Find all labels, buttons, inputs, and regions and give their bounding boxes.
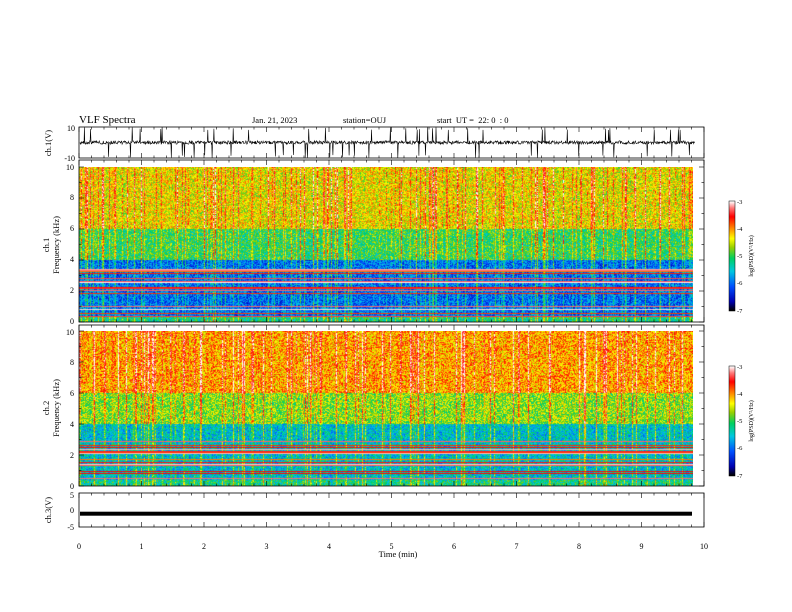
ch3-ytick-top: 5 bbox=[70, 491, 74, 500]
time-tick-label: 2 bbox=[202, 542, 206, 551]
ch1-spectrogram-image bbox=[79, 167, 693, 322]
time-tick-label: 6 bbox=[452, 542, 456, 551]
spec1-ytick-6: 6 bbox=[70, 224, 74, 233]
ch1-ytick-bottom: -10 bbox=[64, 154, 75, 163]
ch1-spectrogram-ticks bbox=[78, 160, 705, 323]
header-start-time: start UT = 22: 0 : 0 bbox=[437, 115, 508, 125]
spec2-ylabel-frequency: Frequency (kHz) bbox=[51, 379, 61, 437]
spec2-ytick-6: 6 bbox=[70, 389, 74, 398]
spec1-ytick-0: 0 bbox=[70, 317, 74, 326]
spec2-ytick-2: 2 bbox=[70, 451, 74, 460]
cb1-tick-m4: -4 bbox=[737, 226, 743, 233]
cb1-label: log(PSD)(V²/Hz) bbox=[748, 235, 755, 276]
time-tick-label: 0 bbox=[77, 542, 81, 551]
spec2-ylabel-channel: ch.2 bbox=[41, 401, 51, 415]
cb1-tick-m5: -5 bbox=[737, 253, 742, 260]
cb1-tick-m7: -7 bbox=[737, 308, 743, 315]
header-station: station=OUJ bbox=[343, 115, 387, 125]
spec1-ytick-8: 8 bbox=[70, 193, 74, 202]
time-axis-label: Time (min) bbox=[379, 549, 418, 559]
ch1-ylabel: ch.1(V) bbox=[43, 130, 53, 156]
spec2-ytick-4: 4 bbox=[70, 420, 74, 429]
ch3-time-ticks bbox=[78, 493, 705, 527]
cb1-tick-m6: -6 bbox=[737, 280, 743, 287]
time-tick-label: 4 bbox=[327, 542, 331, 551]
time-tick-label: 9 bbox=[640, 542, 644, 551]
time-axis-tick-labels: 0 1 2 3 4 5 6 7 8 9 10 bbox=[77, 542, 708, 551]
ch1-time-ticks bbox=[78, 127, 705, 158]
ch3-waveform-panel: 5 0 -5 ch.3(V) 0 1 2 3 4 5 6 7 8 9 10 Time (min) bbox=[43, 491, 708, 559]
time-tick-label: 5 bbox=[390, 542, 394, 551]
ch1-waveform-line bbox=[79, 126, 695, 159]
spec2-ytick-10: 10 bbox=[66, 328, 74, 337]
time-tick-label: 7 bbox=[515, 542, 519, 551]
time-tick-label: 10 bbox=[700, 542, 708, 551]
spec2-ytick-0: 0 bbox=[70, 482, 74, 491]
cb2-tick-m3: -3 bbox=[737, 364, 742, 371]
spec1-ytick-2: 2 bbox=[70, 286, 74, 295]
cb2-tick-m7: -7 bbox=[737, 473, 743, 480]
ch2-spectrogram-panel: 0 2 4 6 8 10 ch.2 Frequency (kHz) -3 -4 … bbox=[41, 324, 755, 491]
ch3-ytick-bottom: -5 bbox=[67, 523, 74, 532]
ch1-spectrogram-panel: 0 2 4 6 8 10 ch.1 Frequency (kHz) -3 -4 … bbox=[41, 159, 755, 326]
spec1-ylabel-channel: ch.1 bbox=[41, 238, 51, 252]
ch1-colorbar bbox=[729, 201, 735, 311]
time-tick-label: 1 bbox=[140, 542, 144, 551]
time-tick-label: 8 bbox=[577, 542, 581, 551]
ch3-ylabel: ch.3(V) bbox=[43, 497, 53, 523]
ch1-waveform-panel: 10 -10 ch.1(V) bbox=[43, 124, 705, 163]
figure-title: VLF Spectra bbox=[79, 114, 136, 126]
header-date: Jan. 21, 2023 bbox=[252, 115, 297, 125]
ch2-spectrogram-ticks bbox=[78, 325, 705, 487]
spec1-ylabel-frequency: Frequency (kHz) bbox=[51, 216, 61, 274]
cb2-tick-m6: -6 bbox=[737, 445, 743, 452]
cb2-label: log(PSD)(V²/Hz) bbox=[748, 400, 755, 441]
time-tick-label: 3 bbox=[265, 542, 269, 551]
spec2-ytick-8: 8 bbox=[70, 358, 74, 367]
ch1-ytick-top: 10 bbox=[67, 124, 75, 133]
cb1-tick-m3: -3 bbox=[737, 199, 742, 206]
ch3-waveform-line bbox=[80, 511, 692, 516]
ch2-colorbar bbox=[729, 366, 735, 476]
ch2-spectrogram-image bbox=[79, 331, 693, 486]
ch3-ytick-mid: 0 bbox=[70, 506, 74, 515]
spec1-ytick-10: 10 bbox=[66, 163, 74, 172]
cb2-tick-m5: -5 bbox=[737, 418, 742, 425]
cb2-tick-m4: -4 bbox=[737, 391, 743, 398]
spec1-ytick-4: 4 bbox=[70, 255, 74, 264]
